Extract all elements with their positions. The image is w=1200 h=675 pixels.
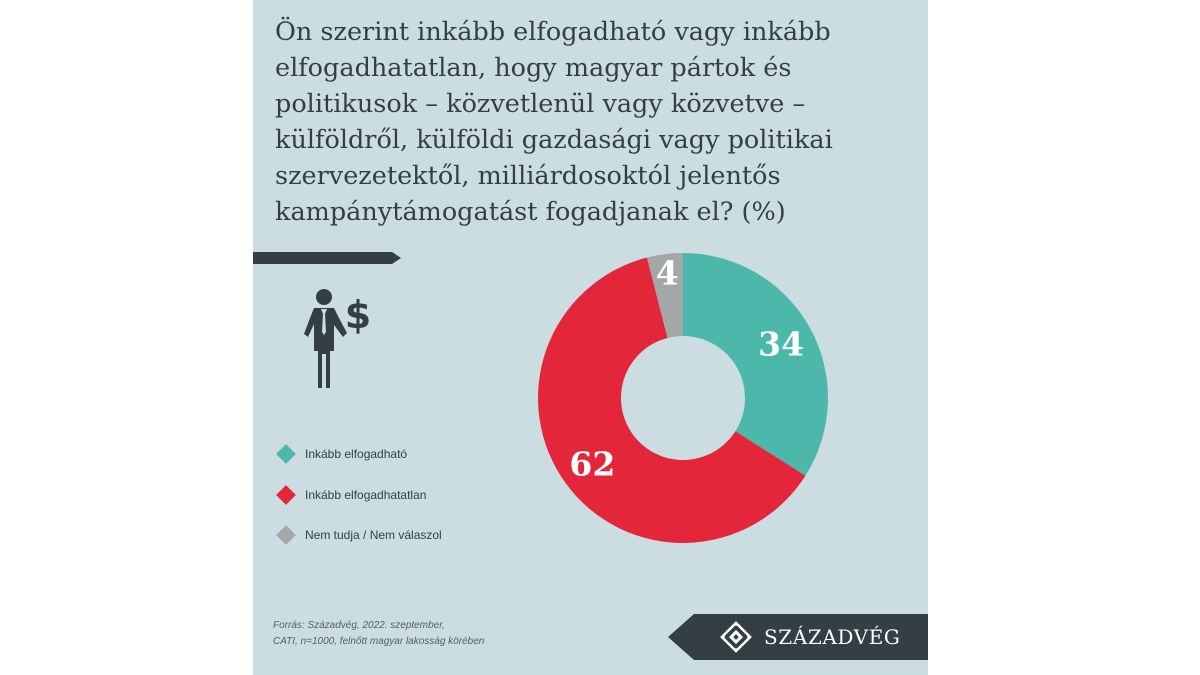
infographic-card: Ön szerint inkább elfogadható vagy inkáb… [253,0,928,675]
businessman-dollar-icon: $ [304,289,371,388]
szazadveg-logo-icon [720,621,752,653]
legend-label: Inkább elfogadható [305,447,408,461]
legend-item: Inkább elfogadható [275,441,442,467]
svg-text:$: $ [345,293,371,337]
legend-item: Inkább elfogadhatatlan [275,482,442,508]
legend-label: Inkább elfogadhatatlan [305,487,427,502]
legend-marker [276,444,296,464]
source-line: CATI, n=1000, felnőtt magyar lakosság kö… [273,636,485,647]
brand-tab [668,614,928,660]
divider-bar [253,252,401,264]
source-line: Forrás: Századvég, 2022. szeptember, [273,620,445,631]
legend: Inkább elfogadható Inkább elfogadhatatla… [275,441,442,563]
donut-chart: 34 62 4 [538,253,828,543]
donut-slice [646,253,683,338]
chart-title: Ön szerint inkább elfogadható vagy inkáb… [275,17,833,227]
source-note: Forrás: Századvég, 2022. szeptember, CAT… [273,618,573,650]
donut-slice [538,257,806,543]
legend-item: Nem tudja / Nem válaszol [275,522,442,548]
data-label: 4 [656,253,679,292]
legend-marker [276,525,296,545]
data-label: 34 [758,325,804,364]
donut-slice [683,253,828,476]
brand-name: SZÁZADVÉG [764,625,901,649]
legend-label: Nem tudja / Nem válaszol [305,528,442,542]
legend-marker [276,484,296,505]
data-label: 62 [569,444,615,483]
